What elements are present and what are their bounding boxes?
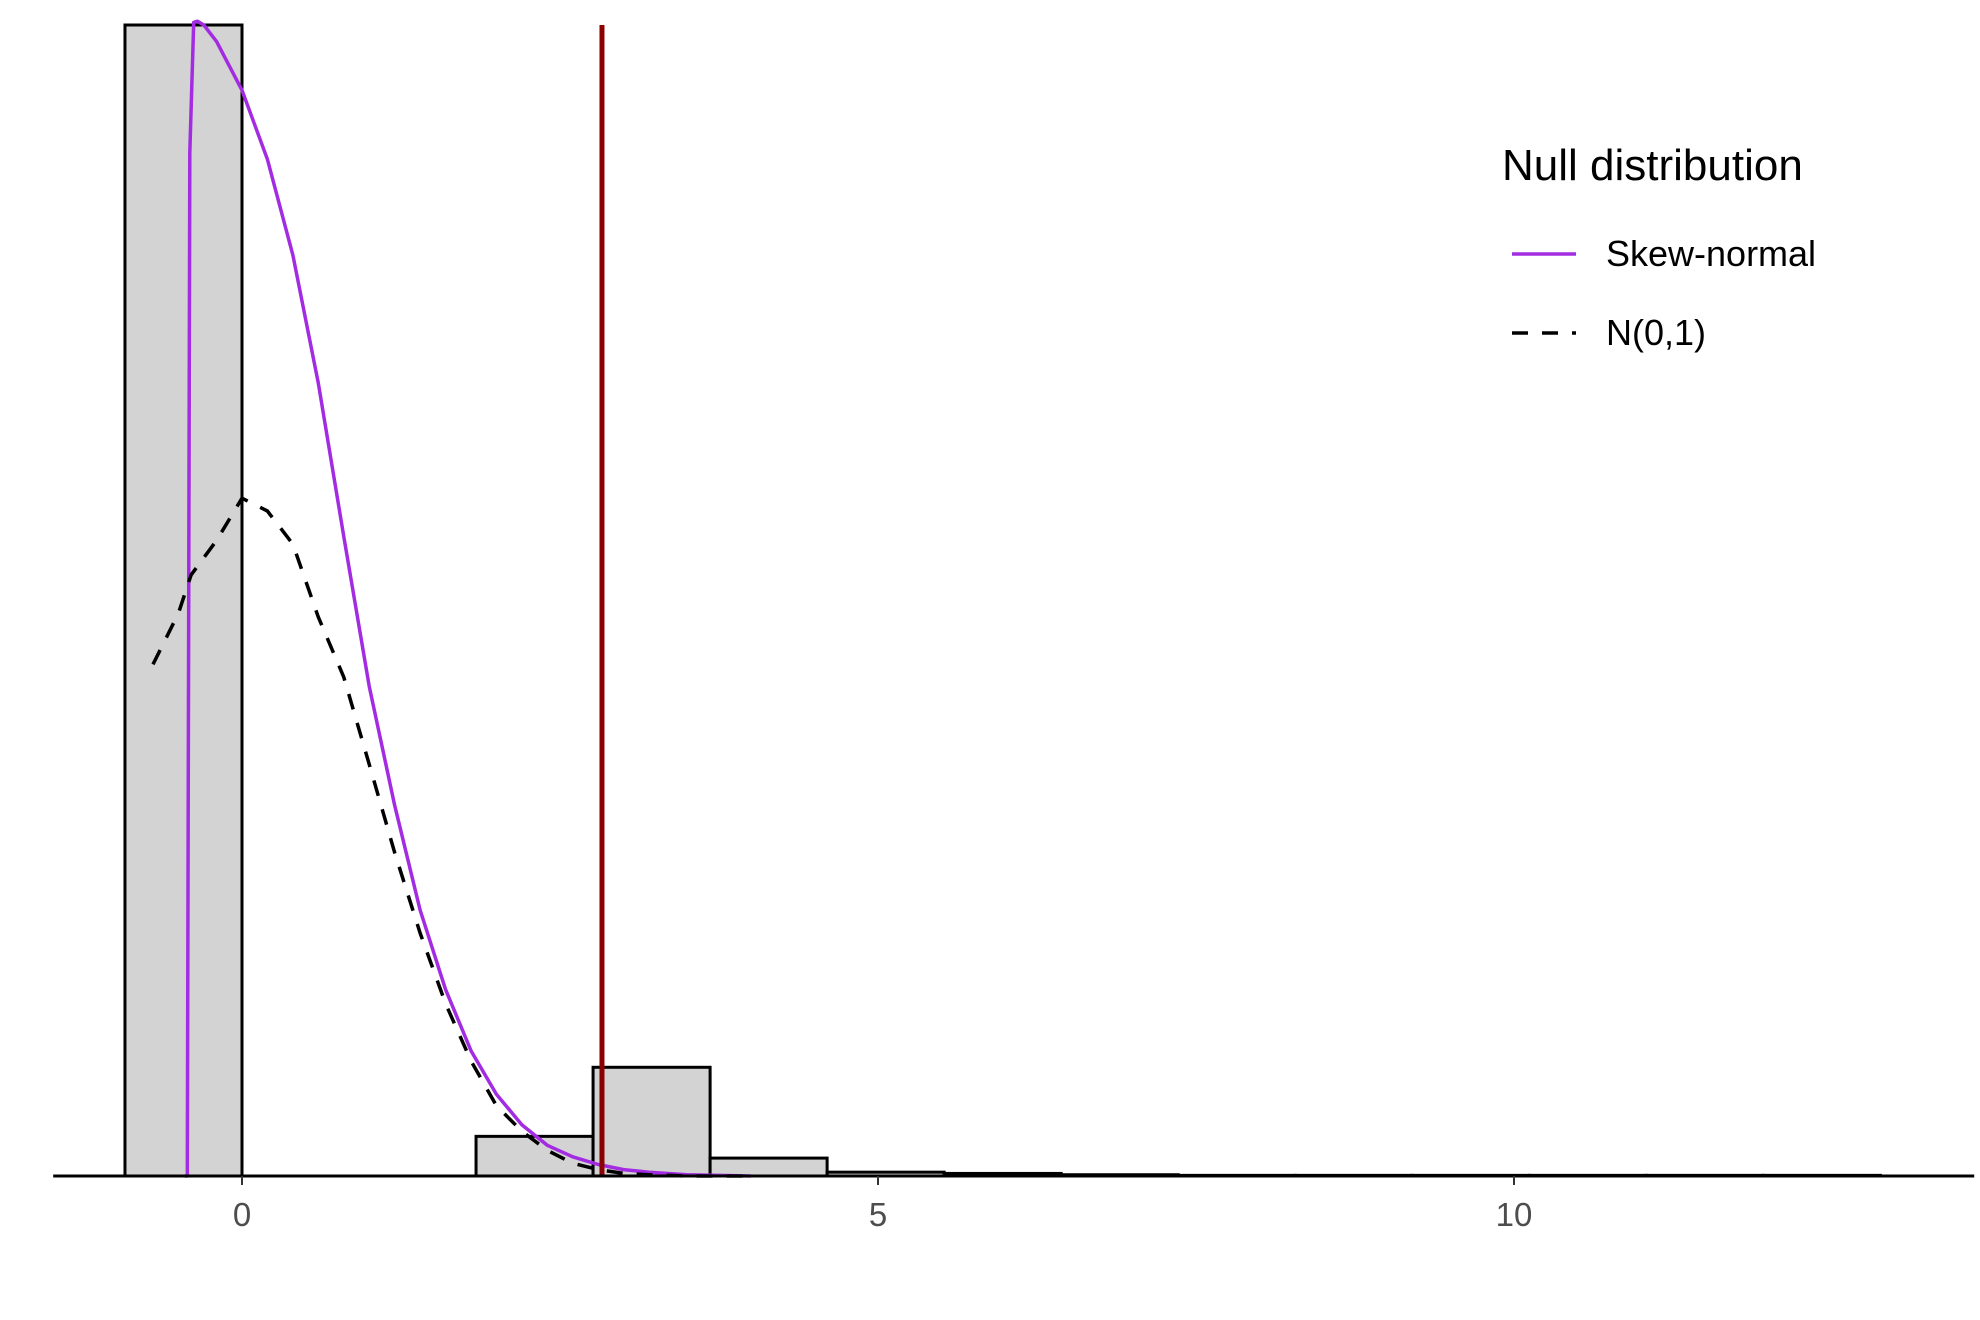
x-tick-label-2: 10 [1496, 1196, 1533, 1233]
legend-label-normal: N(0,1) [1606, 312, 1706, 353]
normal-curve [151, 496, 751, 1178]
histogram-bar-5 [708, 1156, 829, 1178]
x-axis-ticks: 0 5 10 [233, 1176, 1533, 1233]
legend-title: Null distribution [1502, 141, 1803, 190]
histogram-bar-4 [591, 1065, 712, 1178]
legend: Null distribution Skew-normal N(0,1) [1502, 141, 1816, 353]
x-tick-label-0: 0 [233, 1196, 251, 1233]
skew-normal-curve [184, 19, 751, 1178]
legend-label-skew-normal: Skew-normal [1606, 233, 1816, 274]
histogram-bars [123, 23, 1882, 1178]
density-curves [151, 19, 751, 1178]
x-tick-label-1: 5 [869, 1196, 887, 1233]
